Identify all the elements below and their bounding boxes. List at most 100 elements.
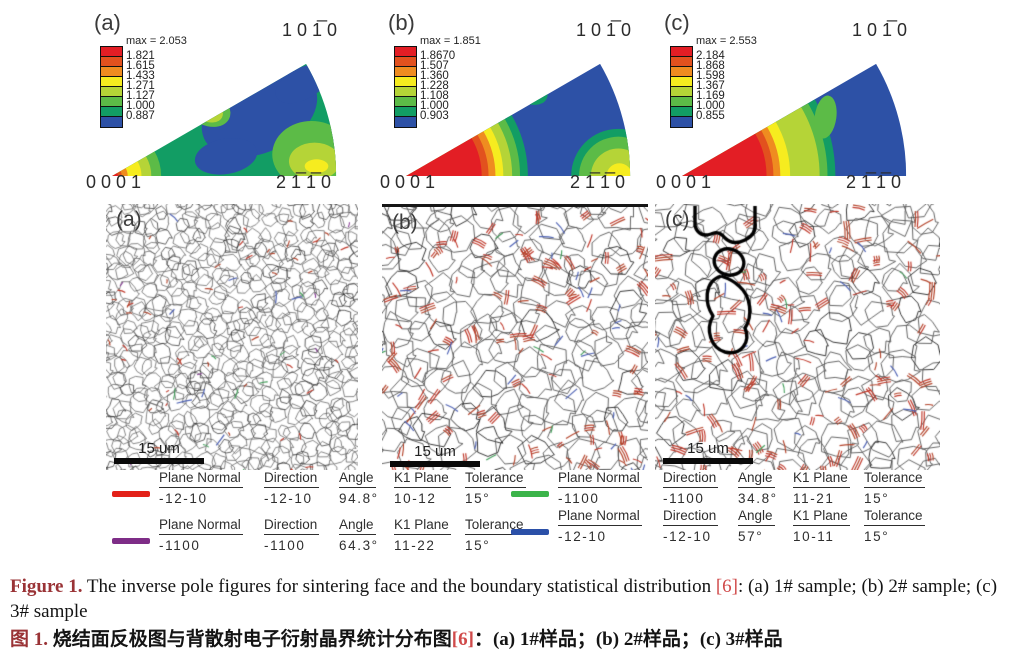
legend-table: Plane Normal -12-10 Direction -12-10 Angle… (159, 470, 526, 506)
map-label-a: (a) (116, 208, 142, 231)
legend-value: 94.8° (339, 490, 379, 506)
legend-value: 64.3° (339, 537, 379, 553)
miller-index-2110: 21̅1̅0 (846, 172, 907, 192)
colorbar-ticks: 1.8670 1.507 1.360 1.228 1.108 1.000 0.903 (420, 47, 470, 137)
colorbar-tick: 1.271 (126, 80, 155, 92)
colorbar-tick: 1.598 (696, 70, 725, 82)
legend-header: Angle (738, 508, 775, 526)
legend-value: -1100 (663, 490, 705, 506)
legend-value: 15° (465, 537, 491, 553)
legend-value: 10-11 (793, 528, 835, 544)
colorbar-cell (101, 87, 122, 97)
legend-entry-blue: Plane Normal -12-10 Direction -12-10 Angle… (511, 508, 925, 544)
colorbar-cell (671, 77, 692, 87)
panel-label-b: (b) (388, 10, 415, 35)
legend-header: Tolerance (864, 508, 925, 526)
legend-line-red (112, 491, 150, 497)
caption-zh-body: 烧结面反极图与背散射电子衍射晶界统计分布图 (48, 629, 452, 651)
panel-label-a: (a) (94, 10, 121, 35)
colorbar-cell (671, 87, 692, 97)
colorbar-tick: 1.433 (126, 70, 155, 82)
legend-line-purple (112, 538, 150, 544)
scale-bar: 15 um (663, 440, 753, 464)
caption-zh-label: 图 1. (10, 629, 49, 651)
colorbar-cell (395, 47, 416, 57)
caption-en-body: The inverse pole figures for sintering f… (82, 576, 716, 597)
colorbar-tick: 1.507 (420, 60, 449, 72)
legend-table: Plane Normal -1100 Direction -1100 Angle 34… (558, 470, 925, 506)
colorbar-ticks: 2.184 1.868 1.598 1.367 1.169 1.000 0.855 (696, 47, 746, 137)
scale-bar-label: 15 um (138, 440, 180, 457)
colorbar (670, 46, 693, 128)
miller-index-2110: 21̅1̅0 (276, 172, 337, 192)
colorbar-max-label: max = 2.053 (126, 35, 187, 47)
colorbar-tick: 1.169 (696, 90, 725, 102)
legend-header: Angle (339, 470, 376, 488)
scale-bar-line (114, 458, 204, 464)
colorbar-tick: 1.000 (420, 100, 449, 112)
colorbar-tick: 0.855 (696, 110, 725, 122)
map-label-c: (c) (665, 208, 690, 231)
legend-table: Plane Normal -12-10 Direction -12-10 Angle… (558, 508, 925, 544)
colorbar-cell (671, 117, 692, 127)
scale-bar: 15 um (114, 440, 204, 464)
colorbar-cell (395, 67, 416, 77)
caption-en-label: Figure 1. (10, 576, 83, 597)
legend-entry-green: Plane Normal -1100 Direction -1100 Angle 34… (511, 470, 925, 506)
legend-header: Tolerance (465, 470, 526, 488)
legend-header: Direction (663, 508, 719, 526)
colorbar-cell (395, 107, 416, 117)
legend-header: Direction (264, 517, 320, 535)
miller-index-1010: 101̅0 (282, 20, 343, 40)
miller-index-2110: 21̅1̅0 (570, 172, 631, 192)
legend-header: Tolerance (465, 517, 526, 535)
colorbar-tick: 1.367 (696, 80, 725, 92)
scale-bar-line (663, 458, 753, 464)
colorbar-tick: 0.903 (420, 110, 449, 122)
colorbar-tick: 0.887 (126, 110, 155, 122)
legend-header: Angle (738, 470, 775, 488)
map-label-b: (b) (392, 211, 418, 234)
colorbar-cell (671, 67, 692, 77)
colorbar-tick: 2.184 (696, 50, 725, 62)
legend-value: 15° (864, 528, 890, 544)
ebsd-panel-a: (a) 15 um (106, 204, 358, 470)
colorbar-cell (395, 87, 416, 97)
colorbar-cell (101, 97, 122, 107)
colorbar-tick: 1.127 (126, 90, 155, 102)
colorbar-cell (101, 67, 122, 77)
miller-index-1010: 101̅0 (576, 20, 637, 40)
legend-entry-red: Plane Normal -12-10 Direction -12-10 Angle… (112, 470, 526, 506)
legend-header: K1 Plane (394, 470, 451, 488)
caption-zh-ref: [6] (451, 629, 474, 651)
colorbar-tick: 1.8670 (420, 50, 456, 62)
colorbar-cell (671, 47, 692, 57)
miller-index-1010: 101̅0 (852, 20, 913, 40)
legend-header: Direction (663, 470, 719, 488)
ipf-wedge (111, 63, 337, 177)
colorbar-cell (101, 117, 122, 127)
legend-value: 34.8° (738, 490, 778, 506)
scale-bar: 15 um (390, 443, 480, 467)
colorbar-cell (395, 77, 416, 87)
legend-header: Plane Normal (159, 470, 243, 488)
ebsd-panel-b: (b) 15 um (382, 204, 648, 473)
legend-header: Tolerance (864, 470, 925, 488)
legend-value: 57° (738, 528, 764, 544)
scale-bar-label: 15 um (687, 440, 729, 457)
legend-line-green (511, 491, 549, 497)
scale-bar-line (390, 461, 480, 467)
miller-index-0001: 0001 (656, 172, 717, 192)
colorbar-tick: 1.868 (696, 60, 725, 72)
ebsd-map-b (382, 207, 648, 470)
colorbar-tick: 1.000 (696, 100, 725, 112)
legend-value: 10-12 (394, 490, 437, 506)
miller-index-0001: 0001 (86, 172, 147, 192)
panel-label-c: (c) (664, 10, 690, 35)
legend-header: K1 Plane (793, 508, 850, 526)
colorbar-ticks: 1.821 1.615 1.433 1.271 1.127 1.000 0.887 (126, 47, 176, 137)
scale-bar-label: 15 um (414, 443, 456, 460)
ipf-panel-b: (b) max = 1.851 1.8670 1.507 1.360 1.228 1.1… (380, 6, 678, 204)
legend-value: -1100 (159, 537, 201, 553)
